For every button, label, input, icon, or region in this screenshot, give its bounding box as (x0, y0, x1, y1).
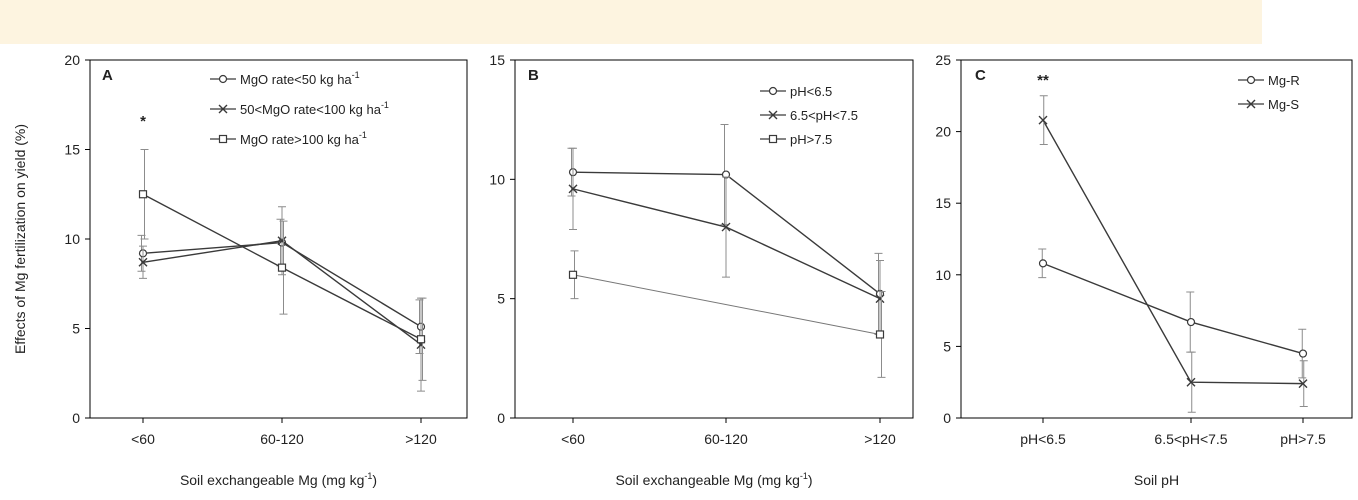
data-point (138, 257, 148, 267)
y-tick-label: 20 (64, 52, 80, 68)
data-point (721, 222, 731, 232)
legend-marker (768, 134, 778, 144)
series-1 (1038, 248, 1308, 379)
x-axis-label: Soil exchangeable Mg (mg kg-1) (615, 471, 812, 488)
series-line (1042, 262, 1304, 355)
x-tick-label: <60 (131, 431, 155, 447)
data-point (416, 335, 426, 344)
data-point (1186, 317, 1196, 327)
x-tick-label: 6.5<pH<7.5 (1154, 431, 1227, 447)
legend-label: Mg-R (1268, 73, 1300, 88)
y-tick-label: 5 (72, 321, 80, 337)
legend-entry: MgO rate<50 kg ha-1 (210, 70, 360, 87)
y-tick-label: 10 (935, 267, 951, 283)
legend-label: MgO rate<50 kg ha-1 (240, 70, 360, 87)
significance-mark: * (140, 113, 146, 130)
data-point (277, 236, 287, 246)
data-point (1298, 349, 1308, 358)
series-line (1042, 119, 1304, 385)
panel-letter: C (975, 67, 986, 84)
legend-entry: pH>7.5 (760, 132, 832, 147)
data-point (1186, 377, 1196, 387)
legend-label: 50<MgO rate<100 kg ha-1 (240, 100, 389, 117)
y-axis-label: Effects of Mg fertilization on yield (%) (12, 124, 28, 354)
legend-entry: MgO rate>100 kg ha-1 (210, 130, 367, 147)
data-point (1298, 379, 1308, 389)
y-tick-label: 10 (489, 171, 505, 187)
panel-c: 0 5 10 15 20 25 pH<6.5 6.5<pH<7.5 pH>7.5 Soil pH C… (935, 52, 1353, 488)
series-2 (138, 206, 426, 392)
data-point (277, 263, 287, 272)
y-tick-label: 5 (497, 291, 505, 307)
x-tick-label: pH<6.5 (1020, 431, 1066, 447)
y-tick-label: 0 (497, 410, 505, 426)
legend-marker (218, 134, 228, 144)
y-tick-label: 5 (943, 338, 951, 354)
top-band (0, 0, 1262, 44)
data-point (875, 330, 885, 339)
data-point (138, 190, 148, 199)
data-point (1038, 115, 1048, 125)
series-3 (138, 149, 427, 381)
series-3 (568, 250, 886, 378)
series-2 (568, 147, 885, 338)
y-tick-label: 15 (64, 142, 80, 158)
y-tick-label: 0 (943, 410, 951, 426)
legend-entry: pH<6.5 (760, 84, 832, 99)
y-tick-label: 25 (935, 52, 951, 68)
data-point (1038, 259, 1048, 268)
legend-entry: Mg-S (1238, 97, 1299, 112)
legend-marker (1246, 99, 1256, 109)
x-tick-label: 60-120 (704, 431, 748, 447)
legend-label: Mg-S (1268, 97, 1299, 112)
x-tick-label: <60 (561, 431, 585, 447)
legend-entry: 50<MgO rate<100 kg ha-1 (210, 100, 389, 117)
y-tick-label: 10 (64, 231, 80, 247)
series-2 (1038, 95, 1308, 413)
x-axis-label: Soil exchangeable Mg (mg kg-1) (180, 471, 377, 488)
legend-label: pH>7.5 (790, 132, 832, 147)
legend-label: 6.5<pH<7.5 (790, 108, 858, 123)
legend-marker (768, 110, 778, 120)
x-tick-label: >120 (864, 431, 896, 447)
data-point (568, 184, 578, 194)
series-line (572, 274, 881, 335)
legend-marker (1246, 75, 1256, 85)
data-point (875, 294, 885, 304)
plot-frame (514, 59, 914, 419)
x-tick-label: >120 (405, 431, 437, 447)
y-tick-label: 20 (935, 124, 951, 140)
panel-b: 0 5 10 15 <60 60-120 >120 Soil exchangeable Mg … (489, 52, 914, 488)
legend-marker (218, 74, 228, 84)
plot-frame (960, 59, 1353, 419)
data-point (568, 270, 578, 279)
legend-marker (768, 86, 778, 96)
x-tick-label: 60-120 (260, 431, 304, 447)
y-tick-label: 0 (72, 410, 80, 426)
legend-label: pH<6.5 (790, 84, 832, 99)
panel-a: 0 5 10 15 20 <60 60-120 >120 Soil exchangeable M… (64, 52, 468, 488)
significance-mark: ** (1037, 72, 1049, 89)
x-axis-label: Soil pH (1134, 472, 1179, 488)
legend-label: MgO rate>100 kg ha-1 (240, 130, 367, 147)
x-tick-label: pH>7.5 (1280, 431, 1326, 447)
panel-letter: B (528, 67, 539, 84)
legend-marker (218, 104, 228, 114)
legend-entry: Mg-R (1238, 73, 1300, 88)
legend-entry: 6.5<pH<7.5 (760, 108, 858, 123)
panel-letter: A (102, 67, 113, 84)
y-tick-label: 15 (935, 195, 951, 211)
y-tick-label: 15 (489, 52, 505, 68)
